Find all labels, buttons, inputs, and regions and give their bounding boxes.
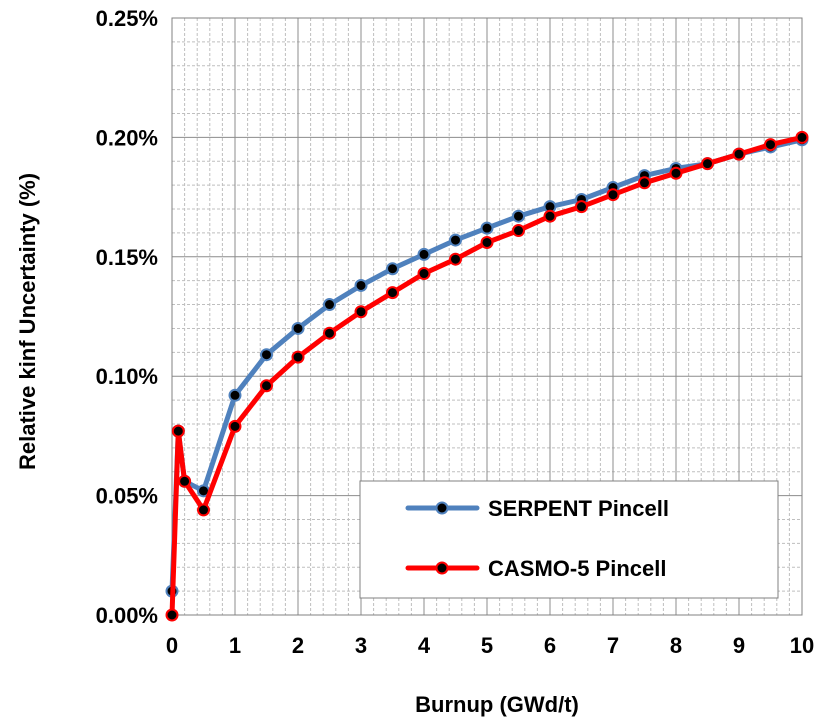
data-point: [512, 224, 525, 238]
x-tick-label: 2: [292, 633, 304, 658]
x-axis-title: Burnup (GWd/t): [415, 692, 579, 717]
data-point: [575, 200, 588, 214]
x-tick-label: 3: [355, 633, 367, 658]
data-point: [291, 350, 305, 364]
legend-label: CASMO-5 Pincell: [488, 556, 666, 581]
y-tick-labels: 0.00% 0.05% 0.10% 0.15% 0.20% 0.25%: [96, 6, 158, 628]
x-tick-label: 5: [481, 633, 493, 658]
data-point: [178, 474, 192, 488]
data-point: [228, 388, 242, 402]
data-point: [795, 130, 809, 144]
data-point: [260, 348, 273, 362]
data-point: [386, 286, 399, 300]
x-tick-label: 4: [418, 633, 431, 658]
data-point: [480, 221, 494, 235]
data-point: [638, 176, 651, 190]
data-point: [417, 267, 431, 281]
legend-label: SERPENT Pincell: [488, 496, 669, 521]
data-point: [417, 247, 431, 261]
legend-swatch-marker: [435, 501, 449, 515]
data-point: [543, 209, 557, 223]
data-point: [764, 138, 777, 152]
x-tick-label: 0: [166, 633, 178, 658]
y-tick-label: 0.25%: [96, 6, 158, 31]
data-point: [669, 166, 683, 180]
data-point: [354, 278, 368, 292]
series-layer: [165, 130, 809, 622]
data-point: [449, 252, 462, 266]
x-tick-labels: 0 1 2 3 4 5 6 7 8 9 10: [166, 633, 814, 658]
data-point: [165, 608, 179, 622]
data-point: [260, 379, 273, 393]
plot-area-frame: [171, 17, 803, 616]
data-point: [606, 188, 620, 202]
legend: SERPENT Pincell CASMO-5 Pincell: [359, 480, 779, 599]
y-tick-label: 0.00%: [96, 603, 158, 628]
x-tick-label: 9: [733, 633, 745, 658]
legend-box: [359, 480, 779, 599]
y-tick-label: 0.10%: [96, 364, 158, 389]
legend-item: CASMO-5 Pincell: [405, 556, 666, 581]
x-tick-label: 7: [607, 633, 619, 658]
x-tick-label: 8: [670, 633, 682, 658]
data-point: [386, 262, 399, 276]
x-tick-label: 6: [544, 633, 556, 658]
x-tick-label: 10: [790, 633, 814, 658]
legend-swatch-marker: [435, 561, 449, 575]
legend-item: SERPENT Pincell: [405, 496, 669, 521]
data-point: [171, 424, 185, 438]
y-axis-title: Relative kinf Uncertainty (%): [15, 173, 40, 470]
data-point: [291, 321, 305, 335]
data-point: [701, 157, 714, 171]
series-2: [165, 130, 809, 622]
y-tick-label: 0.15%: [96, 245, 158, 270]
data-point: [323, 326, 336, 340]
data-point: [512, 209, 525, 223]
y-tick-label: 0.20%: [96, 125, 158, 150]
data-point: [323, 298, 336, 312]
x-tick-label: 1: [229, 633, 241, 658]
data-point: [480, 235, 494, 249]
data-point: [354, 305, 368, 319]
data-point: [197, 503, 210, 517]
y-tick-label: 0.05%: [96, 484, 158, 509]
data-point: [449, 233, 462, 247]
data-point: [228, 419, 242, 433]
data-point: [732, 147, 746, 161]
